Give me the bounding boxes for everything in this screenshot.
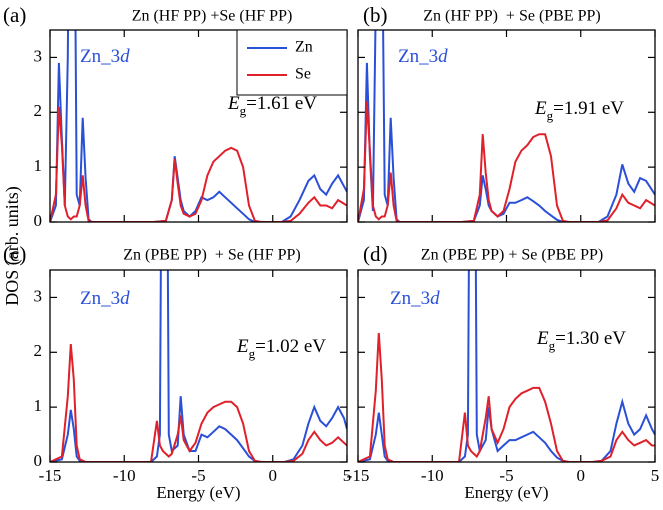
x-tick-label: -10 xyxy=(421,466,444,485)
gap-value: =1.30 eV xyxy=(555,328,626,349)
y-tick-label: 1 xyxy=(34,156,43,175)
x-axis-label: Energy (eV) xyxy=(156,483,240,502)
y-tick-label: 2 xyxy=(34,341,43,360)
gap-symbol: E xyxy=(227,93,240,114)
dos-line xyxy=(358,270,655,462)
orbital-label: Zn_3d xyxy=(80,46,130,67)
panel-label: (b) xyxy=(363,3,388,27)
dos-line xyxy=(358,101,655,222)
panel-title: Zn (PBE PP) + Se (HF PP) xyxy=(123,247,301,264)
y-tick-label: 1 xyxy=(34,396,43,415)
y-tick-label: 0 xyxy=(34,211,43,230)
orbital-text: Zn_3 xyxy=(390,288,430,309)
y-axis-label: DOS (arb. units) xyxy=(2,186,23,306)
y-tick-label: 3 xyxy=(34,46,43,65)
dos-line xyxy=(50,30,347,222)
gap-subscript: g xyxy=(249,346,256,361)
panel-title: Zn (HF PP) +Se (HF PP) xyxy=(132,8,293,25)
y-tick-label: 3 xyxy=(34,286,43,305)
orbital-italic: d xyxy=(120,288,130,309)
orbital-label: Zn_3d xyxy=(398,46,448,67)
x-tick-label: 5 xyxy=(343,466,352,485)
panel-label: (c) xyxy=(3,242,26,266)
gap-value: =1.02 eV xyxy=(255,336,326,357)
x-tick-label: 0 xyxy=(577,466,586,485)
x-tick-label: -5 xyxy=(191,466,205,485)
gap-symbol: E xyxy=(236,336,249,357)
gap-subscript: g xyxy=(240,103,247,118)
orbital-italic: d xyxy=(438,46,448,67)
panel-label: (a) xyxy=(3,3,26,27)
gap-symbol: E xyxy=(534,98,547,119)
x-tick-label: -15 xyxy=(347,466,370,485)
panel-label: (d) xyxy=(363,242,388,266)
x-tick-label: -10 xyxy=(113,466,136,485)
y-tick-label: 2 xyxy=(34,101,43,120)
gap-label: Eg=1.61 eV xyxy=(227,93,317,118)
orbital-label: Zn_3d xyxy=(390,288,440,309)
x-axis-label: Energy (eV) xyxy=(464,483,548,502)
gap-subscript: g xyxy=(547,108,554,123)
panel-title: Zn (PBE PP) + Se (PBE PP) xyxy=(421,247,603,264)
orbital-text: Zn_3 xyxy=(398,46,438,67)
dos-line xyxy=(358,30,655,222)
orbital-label: Zn_3d xyxy=(80,288,130,309)
legend-label: Zn xyxy=(295,39,313,56)
orbital-text: Zn_3 xyxy=(80,288,120,309)
panel-title: Zn (HF PP) + Se (PBE PP) xyxy=(423,8,601,25)
x-tick-label: -5 xyxy=(499,466,513,485)
gap-subscript: g xyxy=(549,338,556,353)
orbital-text: Zn_3 xyxy=(80,46,120,67)
y-tick-label: 0 xyxy=(34,451,43,470)
orbital-italic: d xyxy=(120,46,130,67)
gap-label: Eg=1.02 eV xyxy=(236,336,326,361)
gap-label: Eg=1.30 eV xyxy=(536,328,626,353)
orbital-italic: d xyxy=(430,288,440,309)
gap-value: =1.91 eV xyxy=(553,98,624,119)
x-tick-label: 0 xyxy=(269,466,278,485)
gap-label: Eg=1.91 eV xyxy=(534,98,624,123)
gap-value: =1.61 eV xyxy=(246,93,317,114)
legend-box xyxy=(236,29,348,96)
gap-symbol: E xyxy=(536,328,549,349)
x-tick-label: 5 xyxy=(651,466,660,485)
x-tick-label: -15 xyxy=(39,466,62,485)
legend-label: Se xyxy=(295,66,311,83)
dos-line xyxy=(50,106,347,222)
